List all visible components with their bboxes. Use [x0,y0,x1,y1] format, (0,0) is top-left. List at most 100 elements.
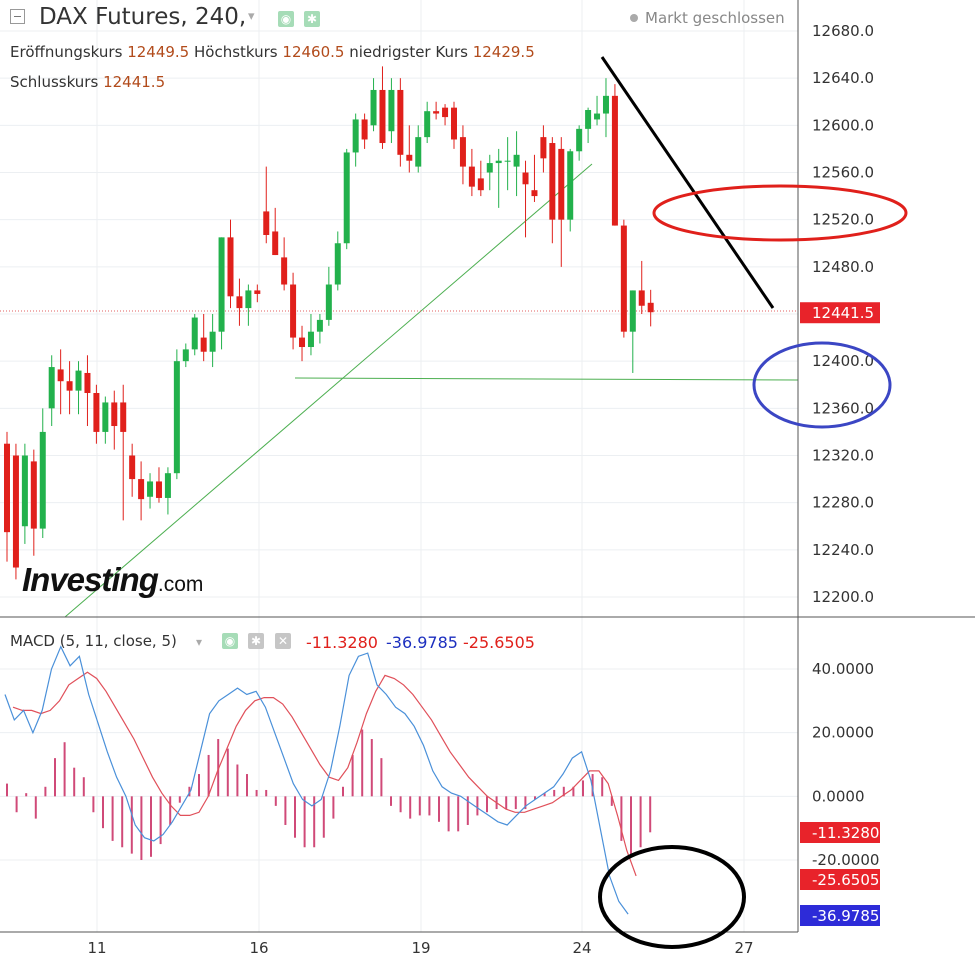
candle-body [12,455,19,568]
date-tick-label: 27 [734,939,753,957]
candle-body [540,137,547,159]
candle-body [602,95,609,114]
gear-icon[interactable]: ✱ [304,11,320,27]
price-tick-label: 12240.0 [812,541,874,559]
candle-body [388,89,395,132]
candle-body [281,257,288,285]
candle-body [173,361,180,474]
candle-body [325,284,332,320]
candle-body [30,461,37,529]
market-status-dot [630,14,638,22]
candle-body [638,290,645,306]
price-tick-label: 12560.0 [812,164,874,182]
candle-body [567,151,574,220]
support-line [294,377,799,381]
candle-body [102,402,109,432]
candle-body [191,317,198,350]
low-value: 12429.5 [472,43,535,61]
candle-body [495,160,502,164]
macd-signal-badge-bg [800,869,880,890]
candle-body [442,107,449,118]
last-price-badge: 12441.5 [812,304,874,322]
macd-signal-line [12,671,637,877]
red-circle-annotation [652,184,908,242]
candle-body [504,160,511,162]
macd-tick-label: 0.0000 [812,787,865,805]
candle-body [57,369,64,382]
last-price-badge-bg [800,302,880,324]
price-tick-label: 12200.0 [812,588,874,606]
candle-body [111,402,118,427]
price-tick-label: 12640.0 [812,69,874,87]
candle-body [611,95,618,226]
candle-body [245,290,252,309]
close-value: 12441.5 [103,73,166,91]
ohlc-row-1: Eröffnungskurs 12449.5 Höchstkurs 12460.… [10,43,535,61]
candle-body [424,111,431,138]
price-tick-label: 12680.0 [812,22,874,40]
candle-body [236,296,243,309]
candle-body [155,481,162,498]
candle-body [147,481,154,497]
resistance-drawn-line [600,56,775,309]
candle-body [361,119,368,140]
candle-body [307,331,314,348]
candle-body [594,113,601,120]
candle-body [84,372,91,394]
open-label: Eröffnungskurs [10,43,123,61]
candle-body [370,89,377,126]
candle-body [316,319,323,332]
candles [4,66,654,580]
eye-icon[interactable]: ◉ [278,11,294,27]
drawings [598,56,908,949]
candle-body [352,119,359,153]
candle-body [549,143,556,220]
price-tick-label: 12280.0 [812,494,874,512]
candle-body [299,337,306,348]
chevron-down-icon[interactable]: ▾ [248,9,255,24]
investing-logo: Investing.com [22,561,204,598]
date-tick-label: 19 [411,939,430,957]
open-value: 12449.5 [127,43,190,61]
chevron-down-icon[interactable]: ▾ [196,635,203,649]
macd-tick-label: 40.0000 [812,660,874,678]
macd-tick-label: -20.0000 [812,851,879,869]
symbol-title[interactable]: DAX Futures, 240, [39,4,247,30]
macd-line-badge-bg [800,905,880,926]
candle-body [513,154,520,167]
macd-line-badge: -36.9785 [812,907,879,925]
candle-body [263,211,270,235]
price-tick-label: 12480.0 [812,258,874,276]
blue-circle-annotation [752,341,892,429]
eye-icon[interactable]: ◉ [222,633,238,649]
low-label: niedrigster Kurs [349,43,468,61]
candle-body [558,148,565,220]
candle-body [451,107,457,140]
candle-body [290,284,297,338]
date-tick-label: 24 [572,939,591,957]
candle-body [459,137,466,167]
price-tick-label: 12400.0 [812,352,874,370]
candle-body [576,128,583,152]
candle-body [522,172,529,185]
candle-body [379,89,386,144]
candle-body [343,152,350,244]
macd-signal-badge: -25.6505 [812,871,879,889]
black-circle-annotation [598,845,746,949]
close-icon[interactable]: ✕ [275,633,291,649]
candle-body [334,243,341,285]
macd-line-value: -36.9785 [386,633,458,652]
candle-body [48,367,55,409]
candle-body [477,178,484,191]
candle-body [272,231,279,256]
macd-histogram-badge-bg [800,822,880,843]
candle-body [138,479,145,500]
macd-line [4,645,629,915]
gear-icon[interactable]: ✱ [248,633,264,649]
collapse-toggle[interactable] [10,9,25,24]
candle-body [468,166,475,187]
candle-body [129,455,136,480]
candle-body [629,290,636,332]
